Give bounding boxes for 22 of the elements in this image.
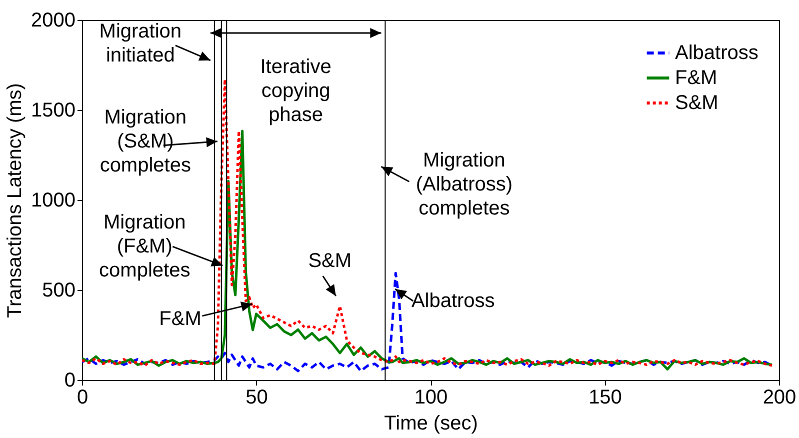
y-tick-label: 2000 (31, 10, 76, 32)
x-axis-title: Time (sec) (384, 412, 478, 434)
x-tick-label: 100 (414, 386, 448, 408)
legend-label: F&M (675, 67, 718, 89)
legend-label: S&M (675, 92, 718, 114)
annotation: Iterative copying phase (260, 56, 332, 126)
x-tick-label: 50 (246, 386, 268, 408)
annotation: Migration (S&M) completes (100, 106, 191, 176)
x-tick-label: 200 (762, 386, 796, 408)
y-tick-label: 500 (42, 280, 76, 302)
annotation: S&M (308, 250, 352, 272)
y-tick-label: 1000 (31, 190, 76, 212)
annotation: Migration (F&M) completes (99, 212, 190, 282)
y-tick-label: 0 (64, 370, 76, 392)
legend-label: Albatross (675, 42, 758, 64)
annotation: Migration (Albatross) completes (416, 150, 513, 220)
annotation: Albatross (411, 290, 495, 312)
annotation: F&M (159, 308, 202, 330)
annotation: Migration initiated (99, 20, 182, 66)
y-tick-label: 1500 (31, 100, 76, 122)
x-tick-label: 150 (588, 386, 622, 408)
y-axis-title: Transactions Latency (ms) (4, 83, 26, 318)
